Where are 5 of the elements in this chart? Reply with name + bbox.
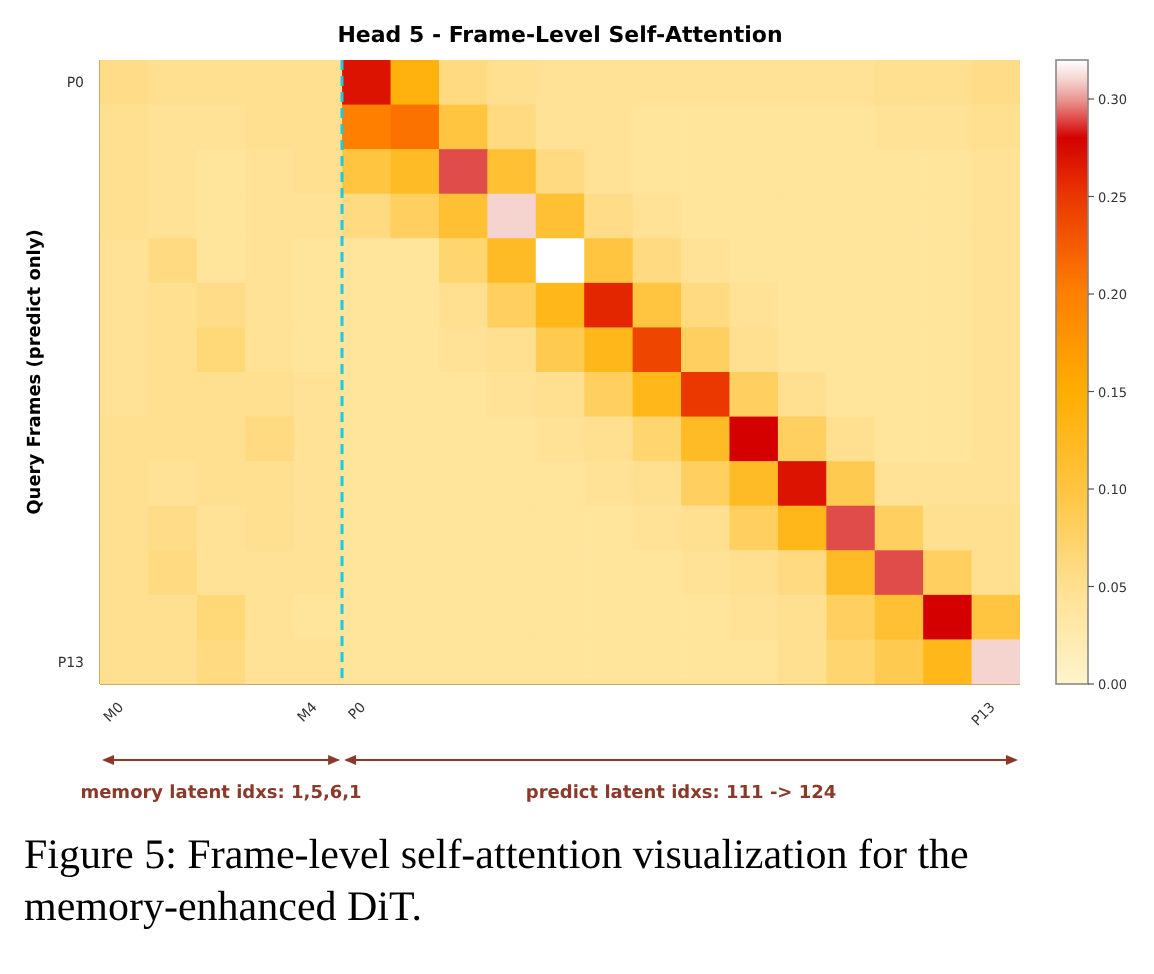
y-axis-title: Query Frames (predict only) (26, 229, 47, 515)
text: memory latent idxs: 1,5,6,1 (80, 784, 362, 804)
text: predict latent idxs: 111 -> 124 (525, 784, 837, 804)
caption: Figure 5: Frame-level self-attention visualization for the memory-enhanced DiT. (24, 828, 971, 932)
chart-title: Head 5 - Frame-Level Self-Attention (335, 22, 785, 48)
